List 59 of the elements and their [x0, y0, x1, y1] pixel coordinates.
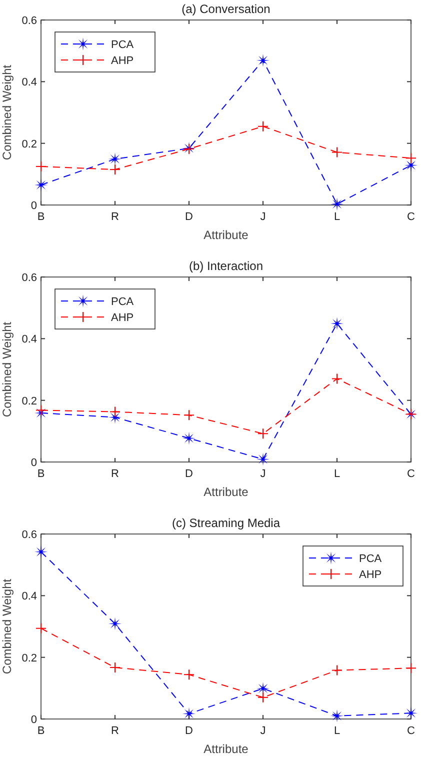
x-tick-label: J [260, 725, 266, 737]
y-tick-label: 0 [30, 714, 37, 726]
point [256, 682, 270, 695]
legend-label: AHP [359, 569, 382, 581]
y-tick-label: 0 [30, 200, 37, 212]
point [330, 198, 344, 211]
chart-title: (a) Conversation [182, 2, 270, 16]
x-tick-label: L [334, 468, 340, 480]
point [182, 707, 196, 720]
point [108, 617, 122, 630]
point [256, 452, 270, 466]
x-tick-label: D [185, 725, 194, 737]
point [108, 152, 122, 166]
chart-title: (c) Streaming Media [172, 516, 280, 530]
point [182, 432, 196, 445]
x-axis-title: Attribute [204, 228, 249, 242]
point [404, 706, 418, 720]
point [404, 158, 418, 172]
point [330, 709, 344, 722]
legend-label: PCA [111, 296, 134, 308]
point [34, 178, 48, 192]
x-tick-label: C [407, 468, 416, 480]
x-tick-label: C [407, 725, 416, 737]
x-tick-label: B [37, 211, 45, 223]
x-tick-label: D [185, 468, 194, 480]
legend-label: AHP [111, 312, 134, 324]
y-tick-label: 0.6 [22, 529, 37, 541]
y-tick-label: 0 [30, 457, 37, 469]
x-tick-label: C [407, 211, 416, 223]
y-tick-label: 0.2 [22, 395, 37, 408]
x-tick-label: J [260, 211, 266, 223]
y-axis-title: Combined Weight [0, 578, 14, 674]
x-tick-label: B [37, 725, 45, 737]
legend-label: PCA [111, 39, 134, 51]
point [330, 317, 344, 330]
x-axis-title: Attribute [204, 485, 249, 499]
x-tick-label: R [111, 725, 120, 737]
x-tick-label: L [334, 211, 340, 223]
point [34, 545, 48, 558]
x-tick-label: J [260, 468, 266, 480]
point [256, 54, 270, 67]
y-tick-label: 0.6 [22, 272, 37, 284]
chart-title: (b) Interaction [188, 259, 264, 273]
y-tick-label: 0.4 [22, 334, 37, 346]
y-tick-label: 0.2 [22, 652, 37, 664]
legend-label: PCA [359, 553, 382, 565]
y-axis-title: Combined Weight [0, 321, 14, 418]
x-tick-label: B [37, 468, 45, 480]
x-tick-label: R [111, 211, 120, 223]
x-axis-title: Attribute [204, 742, 249, 756]
y-axis-title: Combined Weight [0, 64, 14, 160]
x-tick-label: L [334, 725, 340, 737]
y-tick-label: 0.2 [22, 138, 37, 150]
x-tick-label: D [185, 211, 194, 223]
x-tick-label: R [111, 468, 120, 480]
y-tick-label: 0.6 [22, 15, 37, 27]
legend-label: AHP [111, 55, 134, 67]
y-tick-label: 0.4 [22, 76, 37, 89]
y-tick-label: 0.4 [22, 590, 37, 603]
